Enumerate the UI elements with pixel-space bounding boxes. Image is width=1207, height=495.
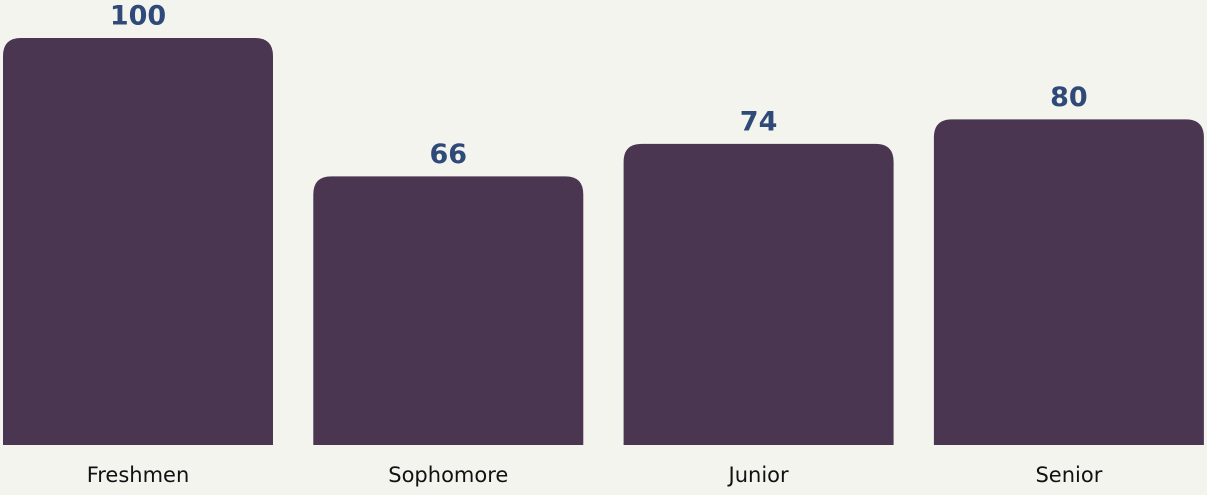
x-tick-label: Sophomore (388, 463, 508, 487)
value-label: 80 (1050, 82, 1088, 113)
value-label: 66 (430, 139, 468, 170)
bar (623, 143, 894, 445)
value-label: 74 (740, 106, 778, 137)
x-tick-label: Freshmen (87, 463, 190, 487)
bar (313, 176, 584, 445)
bar (3, 38, 273, 445)
x-tick-label: Junior (727, 463, 789, 487)
x-tick-label: Senior (1035, 463, 1102, 487)
bar (933, 119, 1204, 446)
value-label: 100 (110, 1, 166, 32)
